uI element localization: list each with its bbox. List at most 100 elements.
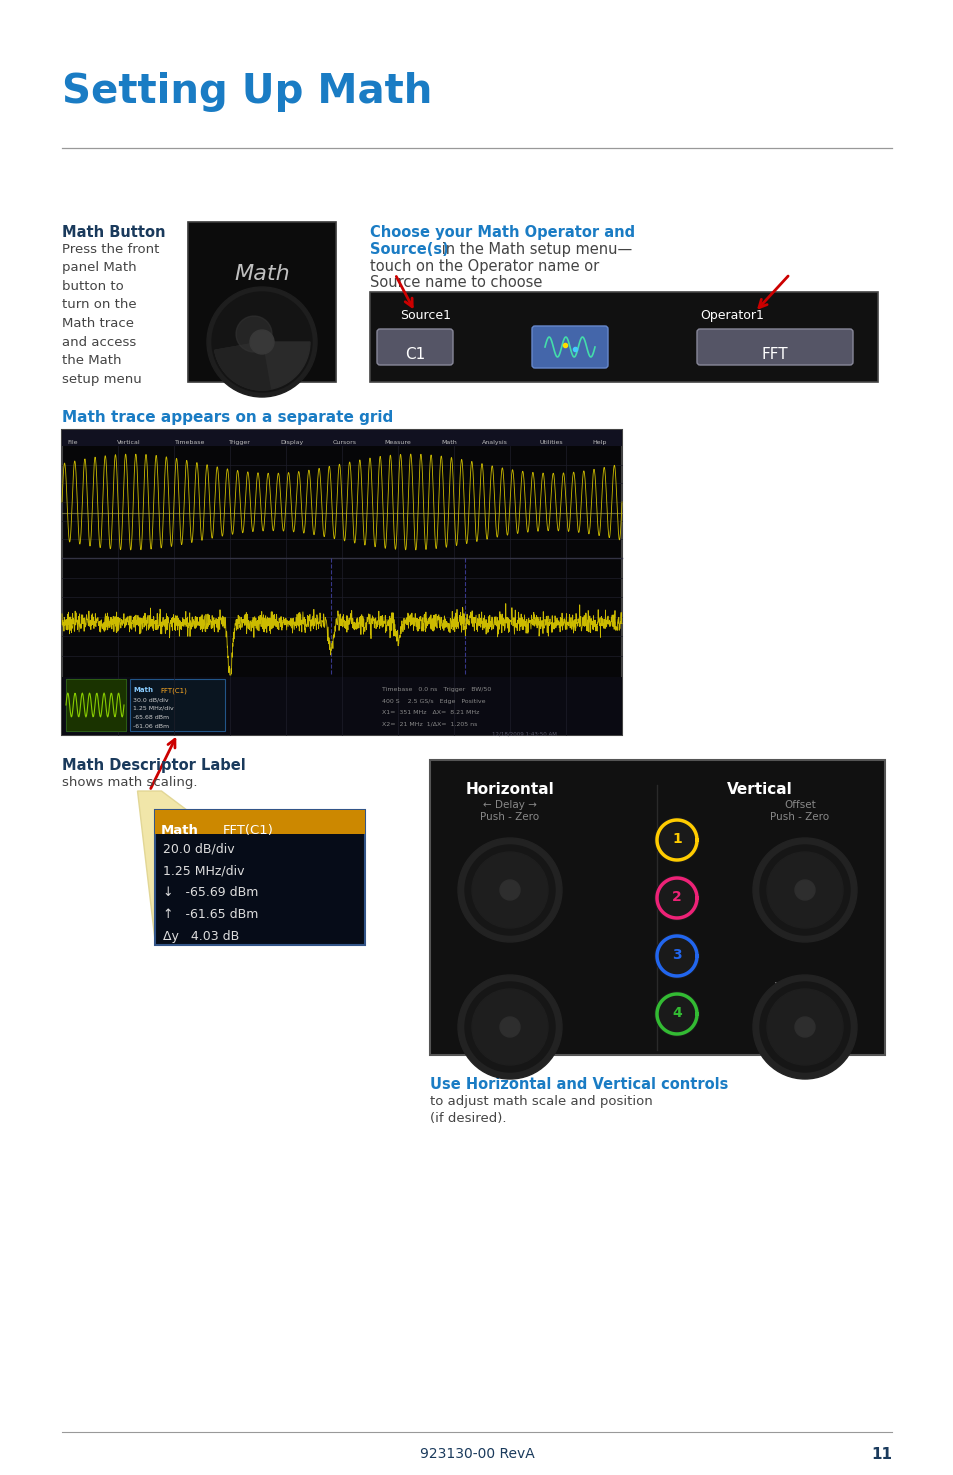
FancyBboxPatch shape [66,678,126,732]
Text: 20.0 dB/div: 20.0 dB/div [163,842,234,855]
FancyBboxPatch shape [430,760,884,1055]
Circle shape [499,881,519,900]
Circle shape [457,975,561,1080]
Text: Δy   4.03 dB: Δy 4.03 dB [163,931,239,943]
Text: 11: 11 [870,1447,891,1462]
Text: Operator1: Operator1 [700,308,763,322]
Text: Cursors: Cursors [332,440,356,445]
Circle shape [235,316,272,353]
Text: Math: Math [161,825,198,836]
Text: FFT: FFT [760,347,787,361]
Circle shape [794,1016,814,1037]
Text: ↓   -65.69 dBm: ↓ -65.69 dBm [163,886,258,898]
Text: C1: C1 [69,689,79,695]
FancyBboxPatch shape [66,678,126,732]
Text: 1: 1 [672,832,681,847]
FancyBboxPatch shape [370,292,877,382]
Text: C1: C1 [404,347,425,361]
Text: shows math scaling.: shows math scaling. [62,776,197,789]
Circle shape [464,845,555,935]
FancyBboxPatch shape [154,810,365,833]
Text: 4: 4 [672,1006,681,1021]
Text: Trigger: Trigger [229,440,251,445]
Text: 400 S    2.5 GS/s   Edge   Positive: 400 S 2.5 GS/s Edge Positive [381,699,485,704]
Text: Setting Up Math: Setting Up Math [62,72,432,112]
Text: Choose your Math Operator and: Choose your Math Operator and [370,226,635,240]
Circle shape [760,845,849,935]
Text: Math trace appears on a separate grid: Math trace appears on a separate grid [62,410,393,425]
Text: FFT(C1): FFT(C1) [223,825,274,836]
Text: Measure: Measure [384,440,411,445]
Text: FFT(C1): FFT(C1) [160,687,187,693]
Circle shape [472,990,547,1065]
Text: Utilities: Utilities [538,440,562,445]
Polygon shape [137,791,359,940]
Text: Analysis: Analysis [482,440,508,445]
Text: -61.06 dBm: -61.06 dBm [132,724,169,729]
Text: Math Button: Math Button [62,226,165,240]
Circle shape [464,982,555,1072]
Circle shape [655,993,699,1035]
Circle shape [752,838,856,943]
FancyBboxPatch shape [62,677,621,735]
FancyBboxPatch shape [188,223,335,382]
Text: Source1: Source1 [399,308,451,322]
Text: ↑   -61.65 dBm: ↑ -61.65 dBm [163,909,258,920]
Text: Math: Math [132,687,152,693]
Text: 0.00d: 0.00d [69,721,87,726]
Text: X2=  21 MHz  1/ΔX=  1.205 ns: X2= 21 MHz 1/ΔX= 1.205 ns [381,721,476,726]
FancyBboxPatch shape [62,431,621,735]
Text: 1.3360s: 1.3360s [69,709,93,714]
Text: ← Delay →: ← Delay → [482,799,537,810]
Text: Timebase: Timebase [174,440,205,445]
Text: Push - Zero: Push - Zero [770,813,829,822]
Text: 30.0 dB/div: 30.0 dB/div [132,698,169,702]
Text: touch on the Operator name or: touch on the Operator name or [370,260,598,274]
Circle shape [766,853,842,928]
Circle shape [212,292,312,392]
Text: s: s [481,982,487,993]
Text: Vertical: Vertical [726,782,792,796]
Text: X1=  351 MHz   ΔX=  8.21 MHz: X1= 351 MHz ΔX= 8.21 MHz [381,709,478,715]
Text: Source name to choose: Source name to choose [370,274,542,291]
Text: (if desired).: (if desired). [430,1112,506,1125]
Text: 2: 2 [672,889,681,904]
Text: Horizontal: Horizontal [465,782,554,796]
Text: V: V [774,982,781,993]
Circle shape [250,330,274,354]
FancyBboxPatch shape [697,329,852,364]
Circle shape [794,881,814,900]
Text: Vertical: Vertical [117,440,140,445]
Text: Display: Display [280,440,304,445]
Text: 12/18/2009 1:43:50 AM: 12/18/2009 1:43:50 AM [492,732,557,736]
Text: Math: Math [233,264,290,285]
Circle shape [499,1016,519,1037]
Circle shape [457,838,561,943]
Text: to adjust math scale and position: to adjust math scale and position [430,1094,652,1108]
Text: ns: ns [516,982,528,993]
Text: in the Math setup menu—: in the Math setup menu— [436,242,632,257]
Text: -65.68 dBm: -65.68 dBm [132,715,169,720]
Text: Help: Help [592,440,606,445]
FancyBboxPatch shape [62,431,621,445]
FancyBboxPatch shape [130,678,225,732]
Text: 1.25 MHz/div: 1.25 MHz/div [163,864,244,878]
FancyBboxPatch shape [376,329,453,364]
Text: 1.25 MHz/div: 1.25 MHz/div [132,707,173,711]
Circle shape [655,934,699,978]
Text: Press the front
panel Math
button to
turn on the
Math trace
and access
the Math
: Press the front panel Math button to tur… [62,243,159,385]
Text: Source(s): Source(s) [370,242,448,257]
FancyBboxPatch shape [154,810,365,945]
Text: 923130-00 RevA: 923130-00 RevA [419,1447,534,1462]
Text: Math: Math [441,440,457,445]
Circle shape [655,876,699,920]
Circle shape [207,288,316,397]
Circle shape [752,975,856,1080]
Circle shape [655,819,699,861]
Text: Timebase   0.0 ns   Trigger   BW/50: Timebase 0.0 ns Trigger BW/50 [381,687,491,692]
Text: Offset: Offset [783,799,815,810]
Text: 3: 3 [672,948,681,962]
Circle shape [472,853,547,928]
Circle shape [766,990,842,1065]
Text: mV: mV [811,982,830,993]
